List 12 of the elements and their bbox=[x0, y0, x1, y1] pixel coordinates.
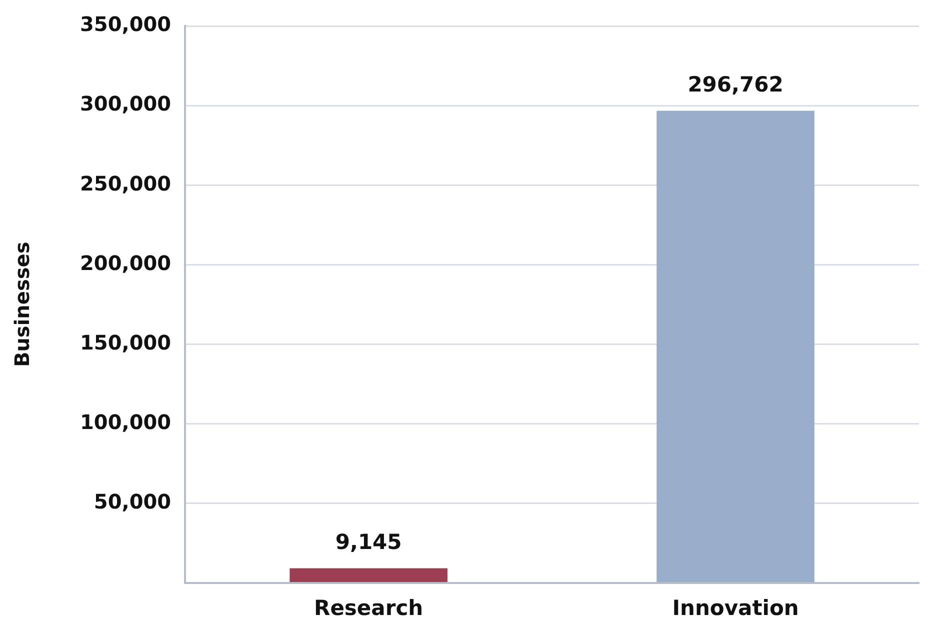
y-tick-label: 200,000 bbox=[80, 250, 172, 275]
data-label: 296,762 bbox=[688, 72, 784, 97]
y-tick-label: 300,000 bbox=[80, 92, 172, 116]
y-tick-label: 250,000 bbox=[80, 171, 172, 196]
x-tick-label: Innovation bbox=[672, 596, 799, 620]
y-tick-label: 50,000 bbox=[94, 489, 172, 514]
y-axis-title: Businesses bbox=[10, 242, 34, 368]
x-tick-label: Research bbox=[314, 596, 424, 620]
y-tick-label: 100,000 bbox=[80, 410, 172, 434]
y-tick-label: 150,000 bbox=[80, 330, 172, 354]
data-label: 9,145 bbox=[335, 530, 402, 554]
y-tick-label: 350,000 bbox=[80, 12, 172, 36]
